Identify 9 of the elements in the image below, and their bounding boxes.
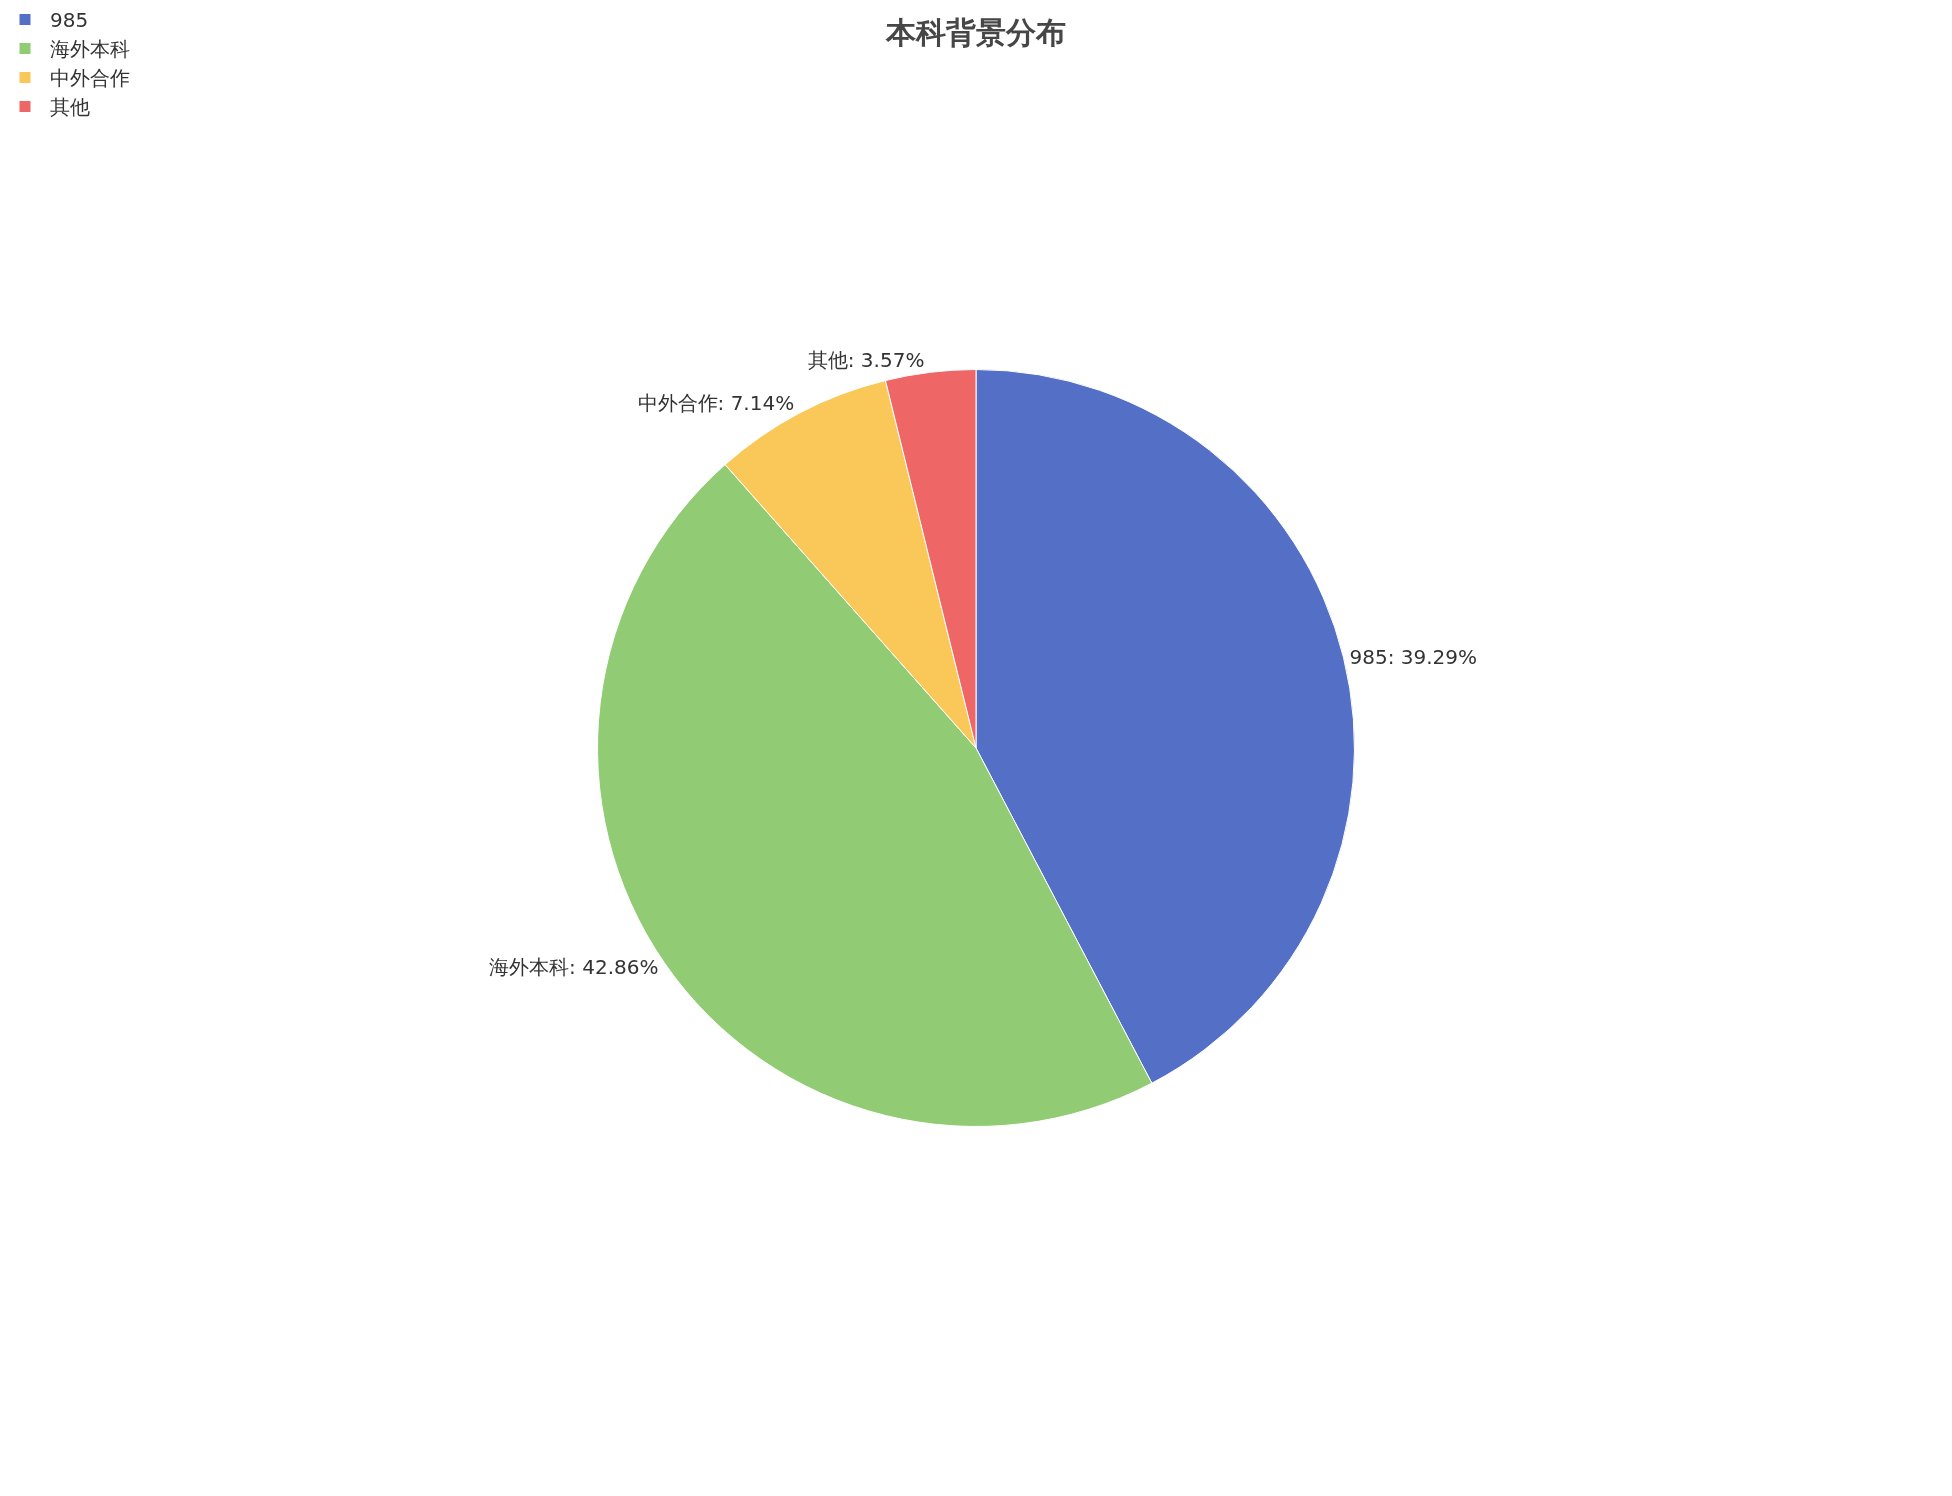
data-label: 中外合作: 7.14%	[637, 391, 795, 416]
data-label: 其他: 3.57%	[807, 348, 925, 373]
legend-label: 其他	[50, 95, 90, 120]
data-label: 海外本科: 42.86%	[489, 954, 659, 979]
legend-label: 985	[50, 8, 89, 33]
legend-label: 中外合作	[50, 66, 130, 91]
chart-title: 本科背景分布	[885, 15, 1066, 51]
legend-label: 海外本科	[50, 37, 130, 62]
data-label: 985: 39.29%	[1349, 644, 1478, 669]
